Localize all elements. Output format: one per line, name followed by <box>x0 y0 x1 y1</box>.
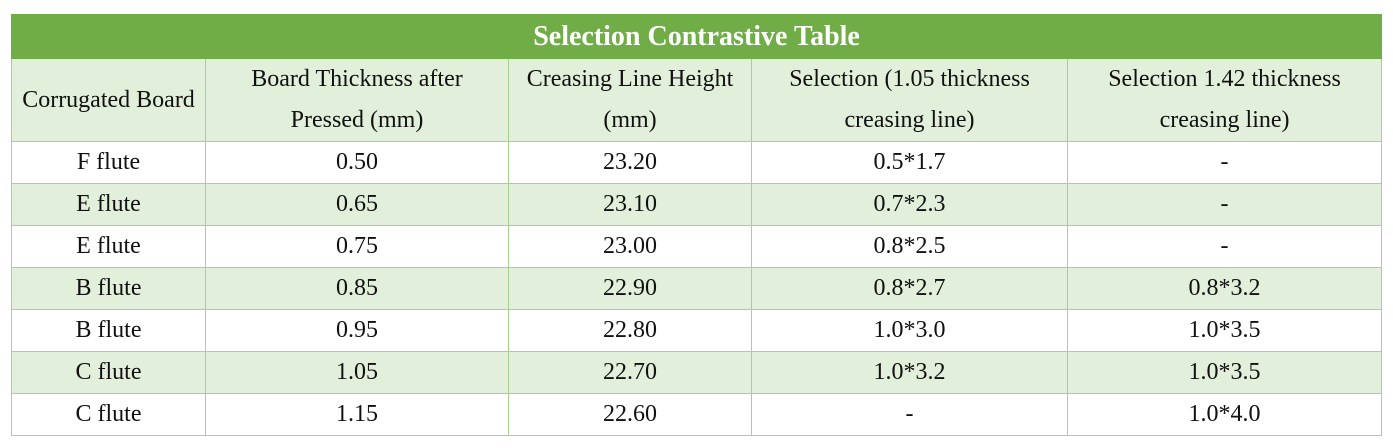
table-cell: E flute <box>11 225 206 268</box>
table-cell: 0.50 <box>205 141 509 184</box>
table-cell: 0.8*3.2 <box>1066 267 1383 310</box>
table-row: B flute 0.95 22.80 1.0*3.0 1.0*3.5 <box>11 309 1383 352</box>
table-row: B flute 0.85 22.90 0.8*2.7 0.8*3.2 <box>11 267 1383 310</box>
table-cell: 23.20 <box>508 141 752 184</box>
table-cell: 23.00 <box>508 225 752 268</box>
table-cell: 22.80 <box>508 309 752 352</box>
table-cell: 1.0*3.5 <box>1066 351 1383 394</box>
table-cell: C flute <box>11 351 206 394</box>
table-cell: 0.95 <box>205 309 509 352</box>
table-cell: B flute <box>11 267 206 310</box>
table-cell: 0.7*2.3 <box>751 183 1068 226</box>
header-cell: Creasing Line Height (mm) <box>508 58 752 142</box>
table-cell: 1.0*4.0 <box>1066 393 1383 436</box>
table-cell: F flute <box>11 141 206 184</box>
header-cell: Corrugated Board <box>11 58 206 142</box>
table-cell: C flute <box>11 393 206 436</box>
table-cell: E flute <box>11 183 206 226</box>
table-cell: 0.85 <box>205 267 509 310</box>
header-row: Corrugated Board Board Thickness after Pr… <box>11 58 1383 142</box>
table-cell: - <box>1066 183 1383 226</box>
table-cell: 1.05 <box>205 351 509 394</box>
table-cell: 0.65 <box>205 183 509 226</box>
header-cell: Selection (1.05 thickness creasing line) <box>751 58 1068 142</box>
table-cell: 0.8*2.5 <box>751 225 1068 268</box>
table-cell: 0.75 <box>205 225 509 268</box>
table-cell: 23.10 <box>508 183 752 226</box>
table-cell: 1.15 <box>205 393 509 436</box>
table-body: F flute 0.50 23.20 0.5*1.7- E flute 0.65 23.10… <box>11 141 1383 436</box>
table-row: C flute 1.05 22.70 1.0*3.2 1.0*3.5 <box>11 351 1383 394</box>
table-cell: - <box>751 393 1068 436</box>
table-cell: 22.60 <box>508 393 752 436</box>
table-cell: 1.0*3.0 <box>751 309 1068 352</box>
table-row: E flute 0.65 23.10 0.7*2.3- <box>11 183 1383 226</box>
table-cell: B flute <box>11 309 206 352</box>
table-row: C flute 1.15 22.60-1.0*4.0 <box>11 393 1383 436</box>
table-cell: 1.0*3.5 <box>1066 309 1383 352</box>
selection-table: Selection Contrastive Table Corrugated B… <box>10 14 1383 436</box>
table-cell: 22.90 <box>508 267 752 310</box>
header-cell: Board Thickness after Pressed (mm) <box>205 58 509 142</box>
table-title: Selection Contrastive Table <box>10 14 1383 59</box>
table-cell: 0.5*1.7 <box>751 141 1068 184</box>
table-cell: 1.0*3.2 <box>751 351 1068 394</box>
header-cell: Selection 1.42 thickness creasing line) <box>1066 58 1383 142</box>
table-cell: 0.8*2.7 <box>751 267 1068 310</box>
table-row: F flute 0.50 23.20 0.5*1.7- <box>11 141 1383 184</box>
table-cell: - <box>1066 225 1383 268</box>
table-row: E flute 0.75 23.00 0.8*2.5- <box>11 225 1383 268</box>
table-cell: - <box>1066 141 1383 184</box>
table-cell: 22.70 <box>508 351 752 394</box>
